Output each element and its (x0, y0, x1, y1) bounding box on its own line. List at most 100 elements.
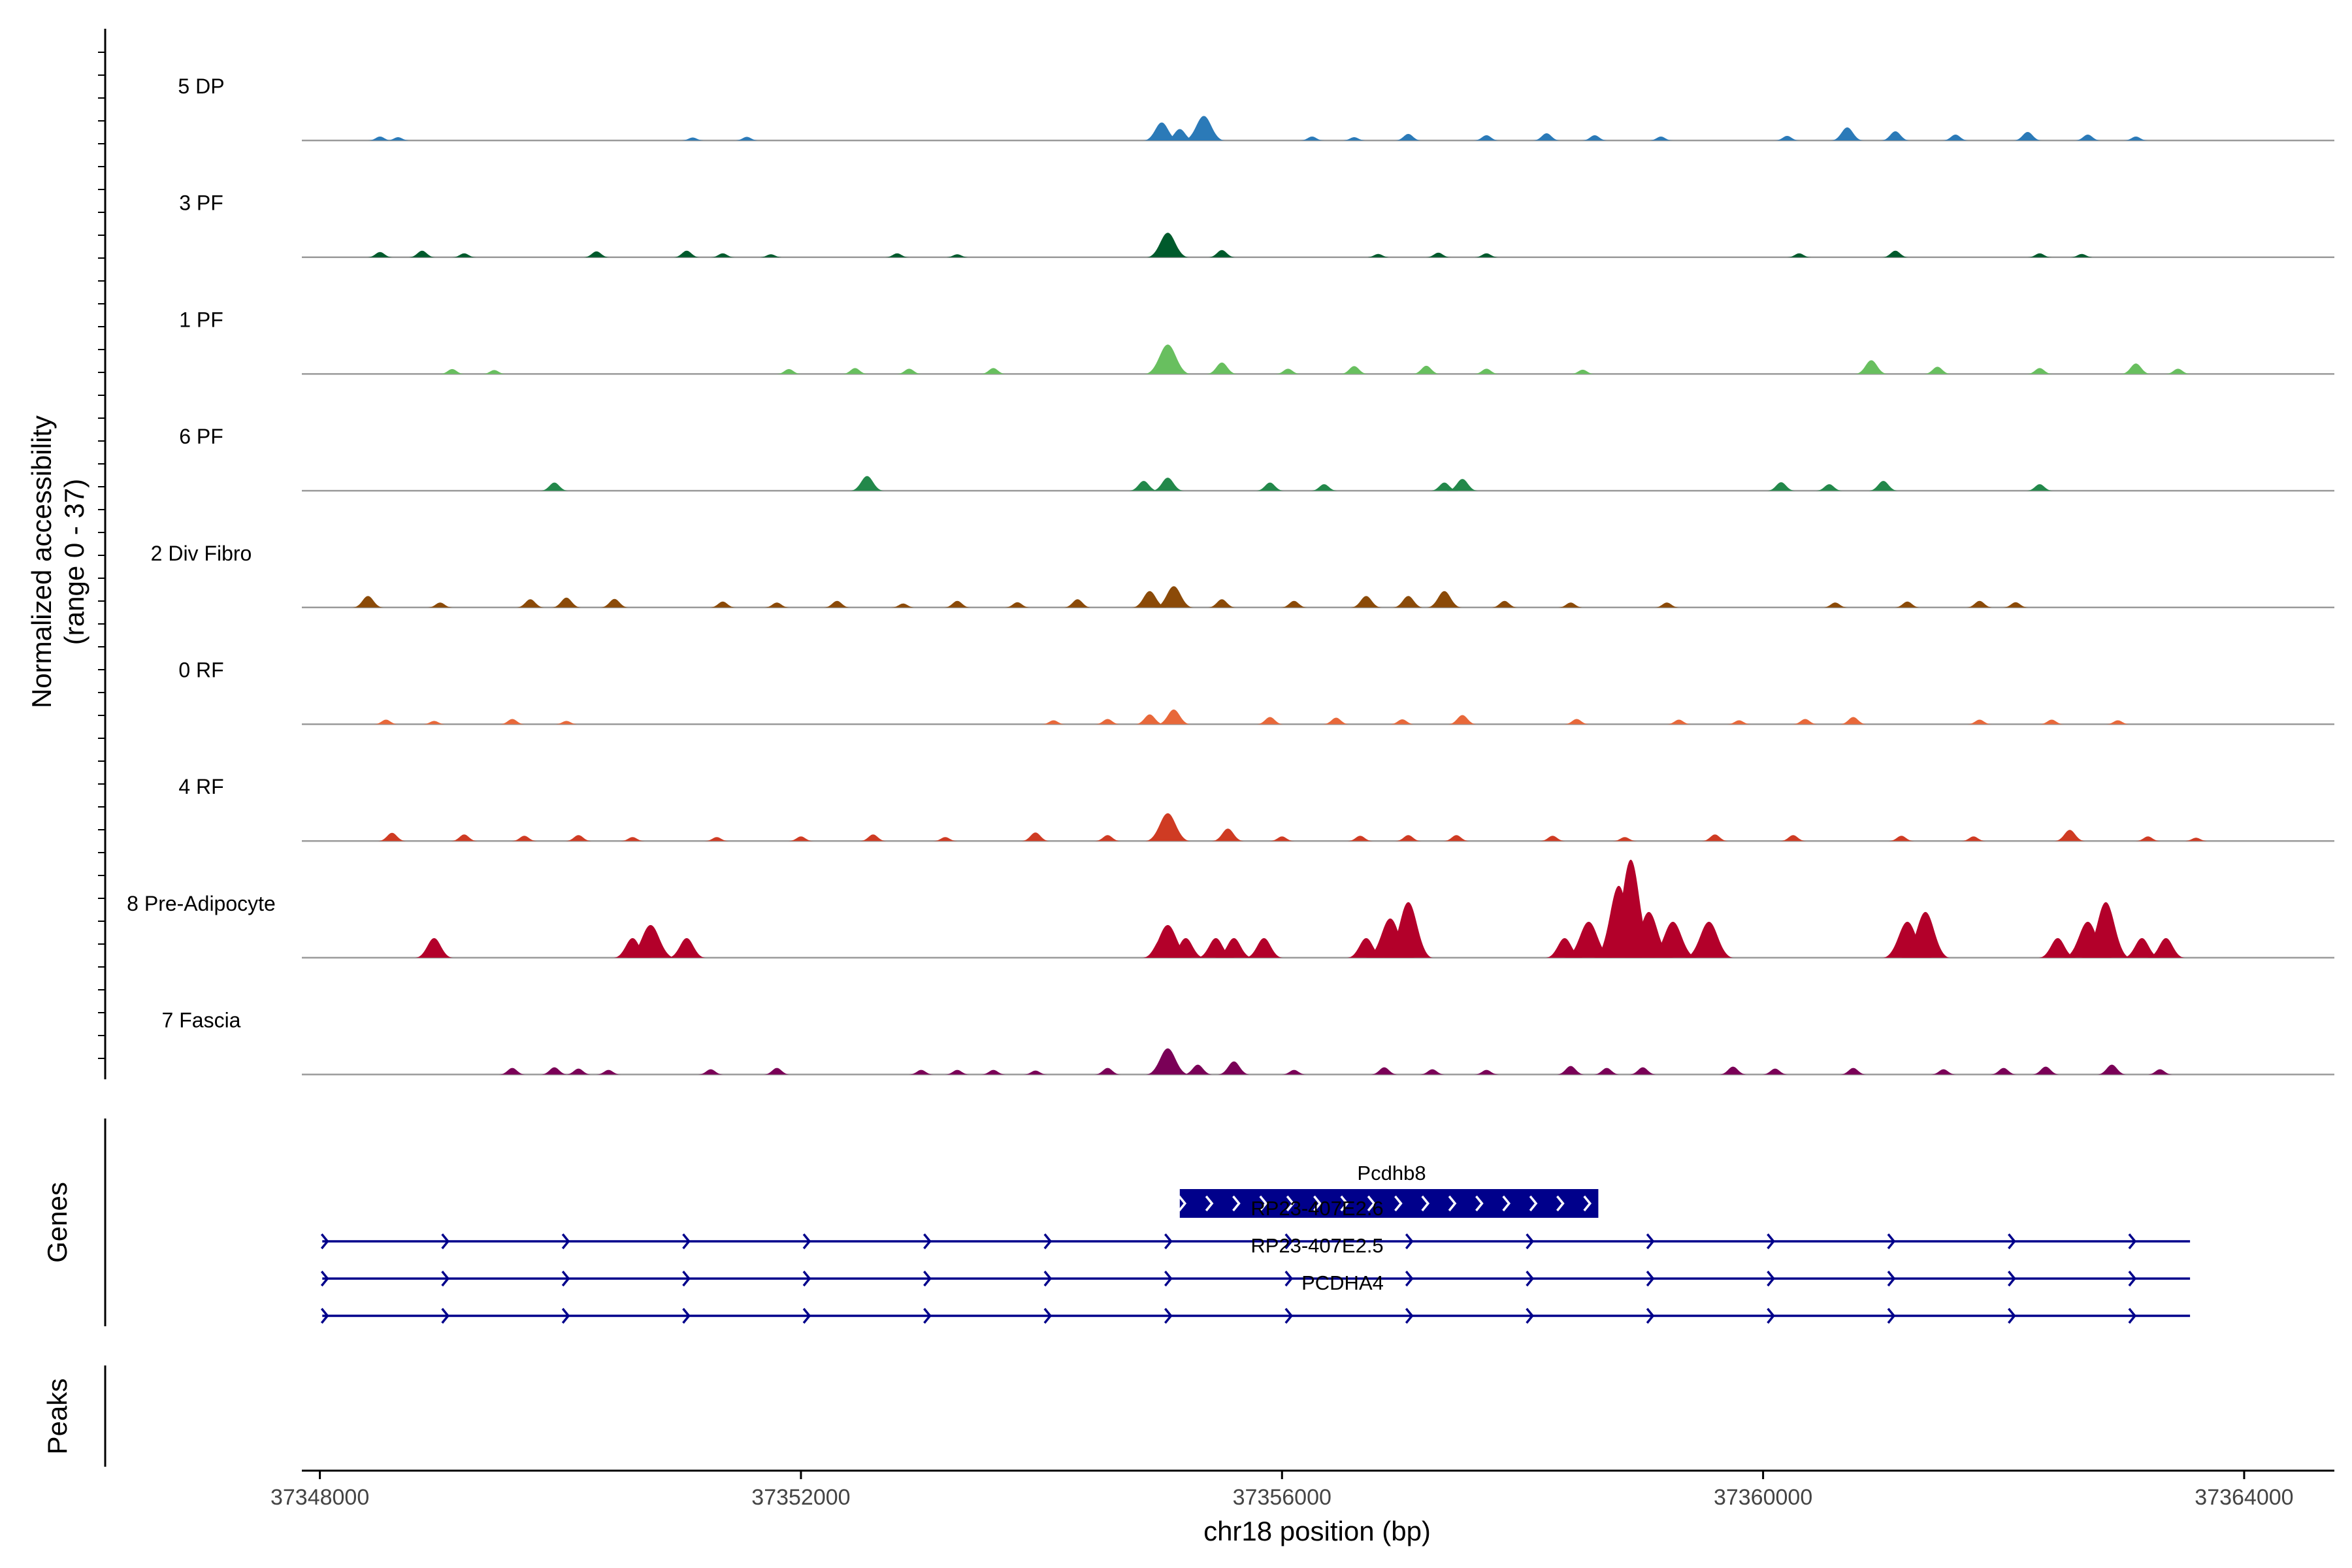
y-axis-title: Normalized accessibility (range 0 - 37) (26, 416, 90, 708)
track-label: 3 PF (179, 191, 223, 215)
coverage-peak (1275, 368, 1301, 374)
coverage-peak (1831, 127, 1864, 140)
coverage-peak (667, 938, 706, 958)
coverage-peak (1217, 1061, 1250, 1075)
coverage-peak (368, 137, 393, 140)
coverage-peak (1004, 602, 1030, 608)
coverage-peak (890, 603, 916, 608)
coverage-peak (367, 252, 393, 257)
coverage-peak (1666, 719, 1691, 725)
coverage-peak (378, 832, 406, 841)
coverage-peak (2054, 830, 2085, 841)
coverage-peak (1063, 599, 1092, 608)
coverage-peak (1839, 717, 1867, 725)
strand-arrow (1887, 1307, 1896, 1324)
coverage-peak (565, 835, 592, 841)
coverage-peak (427, 602, 453, 608)
strand-arrow (1394, 1195, 1403, 1212)
strand-arrow (1529, 1195, 1538, 1212)
x-tick-label: 37348000 (270, 1485, 369, 1510)
coverage-peak (2123, 137, 2148, 140)
coverage-peak (1392, 596, 1424, 608)
strand-arrow (1887, 1233, 1896, 1250)
strand-arrow (561, 1307, 570, 1324)
coverage-peak (2097, 1064, 2127, 1075)
track-1-pf: 1 PF (179, 308, 2334, 375)
coverage-peak (1774, 136, 1800, 140)
coverage-peak (1370, 1067, 1398, 1075)
coverage-peak (704, 837, 729, 841)
track-3-pf: 3 PF (179, 191, 2334, 258)
strand-arrow (561, 1270, 570, 1287)
genes-panel-label: Genes (42, 1182, 73, 1263)
coverage-peak (2038, 938, 2077, 958)
strand-arrow (682, 1270, 691, 1287)
strand-arrow (1232, 1195, 1241, 1212)
gene-label: Pcdhb8 (1357, 1162, 1426, 1184)
coverage-peak (1931, 1069, 1957, 1075)
coverage-peak (386, 137, 410, 140)
coverage-peak (1164, 129, 1196, 140)
coverage-peak (1563, 719, 1590, 725)
coverage-peak (540, 1067, 568, 1075)
strand-arrow (2128, 1233, 2137, 1250)
coverage-peak (1780, 835, 1806, 841)
strand-arrow (1526, 1307, 1534, 1324)
y-axis-range-label: (range 0 - 37) (59, 479, 90, 645)
coverage-peak (1684, 921, 1734, 958)
coverage-peak (841, 368, 868, 374)
track-2-div-fibro: 2 Div Fibro (151, 542, 2334, 609)
coverage-peak (1299, 137, 1324, 140)
coverage-peak (1473, 135, 1499, 140)
gene-rp23-407e2-5: RP23-407E2.5 (320, 1234, 2191, 1287)
strand-arrow (2128, 1270, 2137, 1287)
coverage-peak (945, 1070, 970, 1075)
coverage-peak (1094, 1068, 1121, 1075)
x-tick-label: 37360000 (1714, 1485, 1812, 1510)
strand-arrow (1405, 1270, 1414, 1287)
coverage-peak (1792, 719, 1818, 725)
gene-label: PCDHA4 (1301, 1271, 1384, 1294)
coverage-peak (1901, 911, 1951, 958)
coverage-peak (1383, 902, 1433, 958)
coverage-peak (1166, 938, 1205, 958)
coverage-peak (673, 250, 700, 257)
coverage-peak (499, 719, 525, 725)
strand-arrow (1646, 1233, 1655, 1250)
coverage-peak (1395, 134, 1422, 140)
coverage-peak (2121, 363, 2151, 374)
coverage-peak (1146, 233, 1189, 257)
coverage-peak (1212, 828, 1244, 841)
gene-pcdha4: PCDHA4 (320, 1271, 2191, 1324)
strand-arrow (1767, 1270, 1775, 1287)
coverage-peak (1869, 481, 1899, 491)
strand-arrow (1421, 1195, 1430, 1212)
coverage-peak (451, 253, 477, 257)
track-label: 4 RF (178, 775, 223, 798)
coverage-peak (1390, 719, 1415, 725)
strand-arrow (320, 1307, 329, 1324)
coverage-peak (943, 600, 971, 608)
coverage-peak (1430, 482, 1459, 491)
coverage-peak (1648, 137, 1673, 140)
coverage-peak (1023, 1070, 1048, 1075)
strand-arrow (1448, 1195, 1457, 1212)
coverage-peak (1350, 596, 1382, 608)
track-label: 0 RF (178, 659, 223, 682)
coverage-peak (1183, 1064, 1213, 1075)
coverage-peak (885, 253, 909, 257)
coverage-peak (681, 137, 705, 140)
strand-arrow (1284, 1307, 1294, 1324)
coverage-peak (859, 834, 887, 841)
strand-arrow (1526, 1233, 1534, 1250)
coverage-peak (1281, 1070, 1307, 1075)
coverage-peak (1132, 591, 1168, 608)
strand-arrow (1887, 1270, 1896, 1287)
coverage-peak (1206, 362, 1237, 374)
coverage-peak (1593, 1068, 1620, 1075)
coverage-peak (1311, 484, 1338, 491)
coverage-peak (2027, 368, 2053, 374)
coverage-peak (1041, 720, 1066, 725)
